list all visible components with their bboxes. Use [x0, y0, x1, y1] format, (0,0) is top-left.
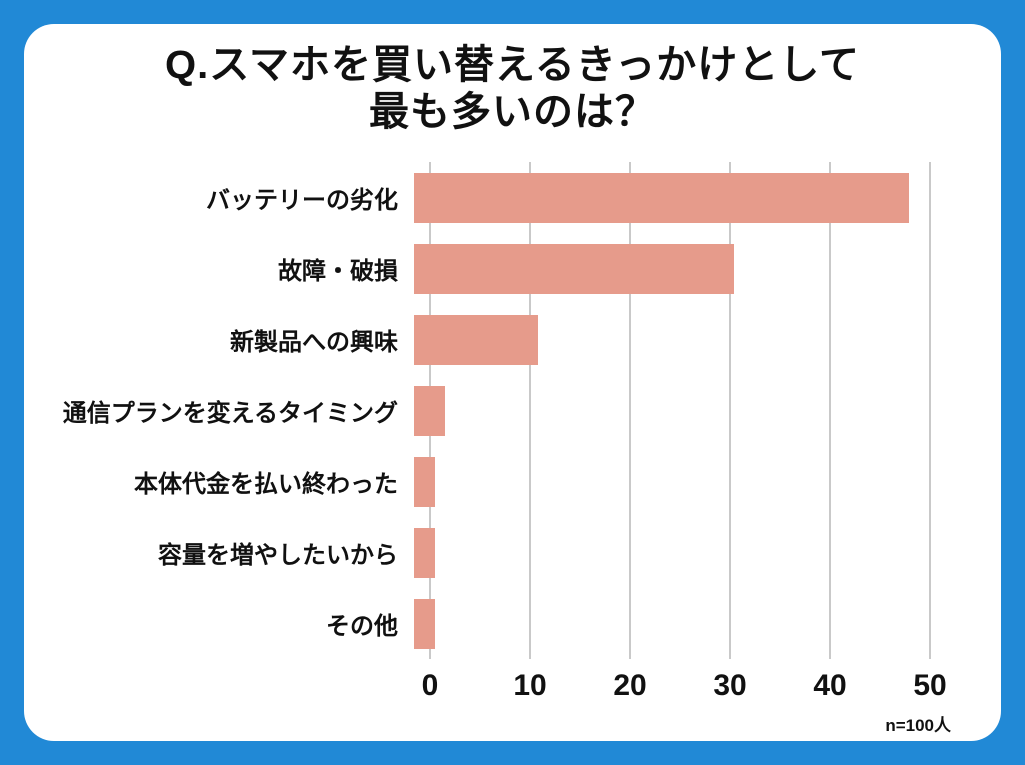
chart-row: その他 — [24, 588, 930, 659]
x-tick-label: 10 — [513, 669, 547, 703]
bar-track — [414, 385, 930, 436]
category-label: 新製品への興味 — [230, 329, 398, 357]
chart-title-line2: 最も多いのは？ — [369, 90, 656, 135]
x-tick-label: 30 — [713, 669, 747, 703]
x-tick-label: 50 — [913, 669, 947, 703]
bar-track — [414, 314, 930, 365]
chart-row: 容量を増やしたいから — [24, 517, 930, 588]
category-label: 容量を増やしたいから — [158, 542, 398, 570]
gridline — [529, 162, 531, 660]
chart-row: 新製品への興味 — [24, 304, 930, 375]
bar-track — [414, 598, 930, 649]
chart-row: 本体代金を払い終わった — [24, 446, 930, 517]
x-tick-label: 40 — [813, 669, 847, 703]
x-tick-label: 20 — [613, 669, 647, 703]
bar — [414, 314, 538, 365]
category-label: 故障・破損 — [278, 258, 398, 286]
chart-row: 故障・破損 — [24, 233, 930, 304]
chart-row: 通信プランを変えるタイミング — [24, 375, 930, 446]
gridline — [729, 162, 731, 660]
bar-chart: バッテリーの劣化故障・破損新製品への興味通信プランを変えるタイミング本体代金を払… — [24, 162, 931, 660]
bar-track — [414, 456, 930, 507]
bar — [414, 243, 734, 294]
bar-track — [414, 243, 930, 294]
bar — [414, 385, 445, 436]
sample-size-note: n=100人 — [885, 716, 951, 736]
category-label: バッテリーの劣化 — [206, 187, 398, 215]
bar-track — [414, 172, 930, 223]
gridline — [829, 162, 831, 660]
bar-track — [414, 527, 930, 578]
chart-card: Q.スマホを買い替えるきっかけとして 最も多いのは？ バッテリーの劣化故障・破損… — [24, 24, 1001, 741]
category-label: 通信プランを変えるタイミング — [62, 400, 398, 428]
category-label: その他 — [326, 613, 398, 641]
bar — [414, 598, 435, 649]
x-axis: 0 10 20 30 40 50 — [422, 665, 947, 709]
chart-rows: バッテリーの劣化故障・破損新製品への興味通信プランを変えるタイミング本体代金を払… — [24, 162, 930, 659]
category-label: 本体代金を払い終わった — [134, 471, 398, 499]
chart-title-line1: Q.スマホを買い替えるきっかけとして — [164, 43, 861, 87]
bar — [414, 456, 435, 507]
bar — [414, 527, 435, 578]
x-tick-label: 0 — [421, 669, 439, 703]
gridline — [929, 162, 931, 660]
bar — [414, 172, 910, 223]
gridline — [629, 162, 631, 660]
chart-row: バッテリーの劣化 — [24, 162, 930, 233]
chart-title: Q.スマホを買い替えるきっかけとして 最も多いのは？ — [24, 42, 1001, 136]
